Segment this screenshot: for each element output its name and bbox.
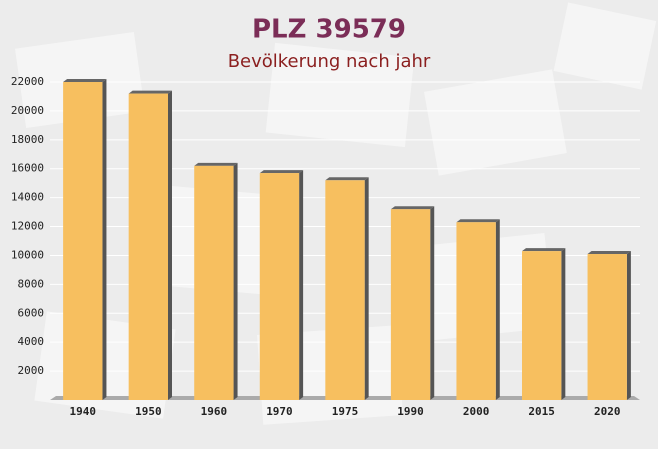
bar-side (430, 206, 435, 400)
bar (587, 254, 627, 400)
bar-top (259, 170, 304, 174)
bar-side (102, 79, 107, 400)
bar-top (390, 206, 435, 210)
bar-top (522, 248, 566, 252)
y-tick-label: 22000 (11, 75, 44, 88)
x-tick-label: 1960 (201, 405, 228, 418)
y-tick-label: 6000 (18, 306, 45, 319)
y-tick-label: 2000 (18, 364, 45, 377)
bar (128, 93, 168, 401)
bar-side (495, 219, 500, 400)
bar-side (168, 90, 172, 401)
bar-top (587, 251, 631, 255)
bar (63, 82, 103, 400)
y-tick-label: 12000 (11, 220, 44, 233)
bar (325, 180, 365, 400)
y-tick-label: 16000 (11, 162, 44, 175)
chart-title: PLZ 39579 (252, 15, 406, 45)
bar-top (194, 162, 238, 166)
bar (259, 173, 300, 400)
x-tick-label: 1940 (70, 405, 97, 418)
y-tick-label: 8000 (18, 277, 45, 290)
bar (522, 251, 562, 400)
x-tick-label: 1970 (266, 405, 293, 418)
bar (456, 222, 496, 400)
x-tick-label: 1950 (135, 405, 162, 418)
bar-side (364, 177, 369, 400)
y-tick-label: 10000 (11, 248, 44, 261)
x-tick-label: 1990 (397, 405, 424, 418)
x-tick-label: 2015 (528, 405, 555, 418)
bar-side (299, 170, 304, 400)
bar-side (561, 248, 566, 400)
bar-top (128, 90, 172, 94)
bar (390, 209, 431, 400)
bar (194, 165, 234, 400)
x-tick-label: 1975 (332, 405, 359, 418)
bar-top (456, 219, 500, 223)
y-tick-label: 14000 (11, 191, 44, 204)
bar-side (233, 162, 238, 400)
bar-top (63, 79, 107, 82)
y-tick-label: 20000 (11, 104, 44, 117)
x-tick-label: 2020 (594, 405, 621, 418)
y-tick-label: 18000 (11, 133, 44, 146)
y-tick-label: 4000 (18, 335, 45, 348)
bar-top (325, 177, 369, 181)
chart-subtitle: Bevölkerung nach jahr (228, 51, 431, 72)
x-tick-label: 2000 (463, 405, 490, 418)
bar-side (626, 251, 631, 400)
